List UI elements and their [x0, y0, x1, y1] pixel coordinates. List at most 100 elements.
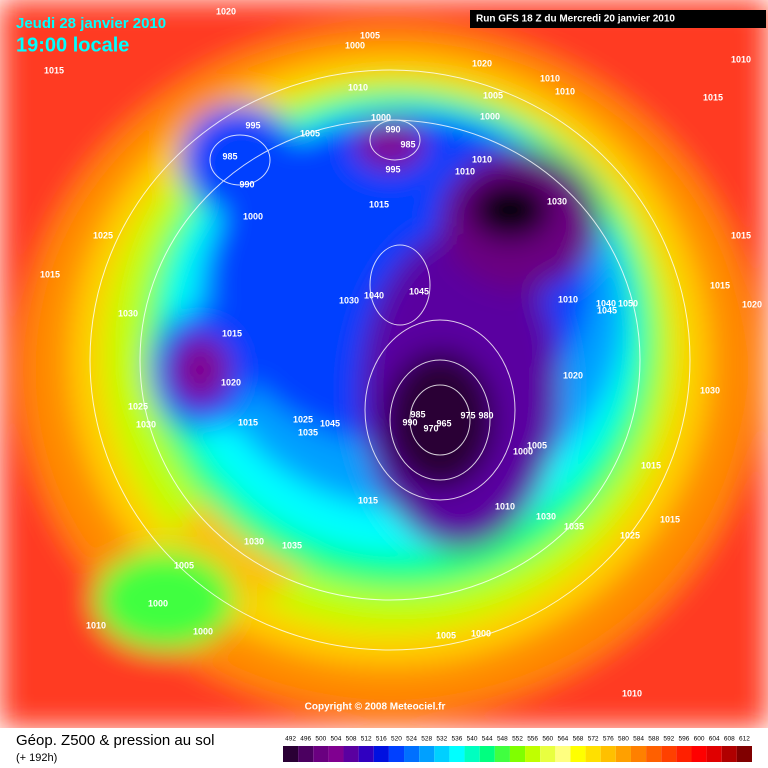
legend-swatch — [464, 746, 480, 762]
pressure-label: 1000 — [480, 111, 500, 121]
pressure-label: 1020 — [563, 370, 583, 380]
legend-swatch — [479, 746, 495, 762]
pressure-label: 1010 — [622, 688, 642, 698]
legend-label: 592 — [663, 736, 674, 743]
footer-title: Géop. Z500 & pression au sol — [16, 732, 214, 749]
pressure-label: 1030 — [339, 295, 359, 305]
pressure-label: 1015 — [44, 65, 64, 75]
pressure-label: 1010 — [558, 294, 578, 304]
pressure-label: 1030 — [700, 385, 720, 395]
pressure-label: 1000 — [148, 598, 168, 608]
pressure-label: 1015 — [703, 92, 723, 102]
legend-label: 508 — [346, 736, 357, 743]
pressure-label: 1005 — [174, 560, 194, 570]
pressure-label: 1030 — [536, 511, 556, 521]
pressure-label: 1010 — [472, 154, 492, 164]
legend-label: 492 — [285, 736, 296, 743]
pressure-label: 1040 — [364, 290, 384, 300]
legend-swatch — [721, 746, 737, 762]
legend-swatch — [661, 746, 677, 762]
legend-label: 536 — [452, 736, 463, 743]
legend-swatch — [373, 746, 389, 762]
pressure-label: 1000 — [513, 446, 533, 456]
pressure-label: 975 — [460, 410, 475, 420]
legend: 492 496 500 504 508 512 516 520 524 528 532 536 540 5… — [283, 736, 752, 762]
legend-swatch — [691, 746, 707, 762]
pressure-label: 1020 — [742, 299, 762, 309]
legend-swatch — [736, 746, 752, 762]
pressure-label: 1010 — [731, 54, 751, 64]
pressure-label: 1025 — [293, 414, 313, 424]
pressure-label: 1000 — [471, 628, 491, 638]
legend-label: 520 — [391, 736, 402, 743]
legend-swatch — [494, 746, 510, 762]
legend-swatch — [555, 746, 571, 762]
pressure-label: 1030 — [244, 536, 264, 546]
pressure-label: 1015 — [641, 460, 661, 470]
geopotential-field — [0, 0, 768, 728]
pressure-label: 1010 — [555, 86, 575, 96]
legend-swatch — [525, 746, 541, 762]
legend-swatch — [570, 746, 586, 762]
legend-swatch — [358, 746, 374, 762]
legend-swatch — [313, 746, 329, 762]
legend-swatch — [328, 746, 344, 762]
legend-label: 580 — [618, 736, 629, 743]
legend-label: 544 — [482, 736, 493, 743]
pressure-label: 1035 — [282, 540, 302, 550]
legend-label: 572 — [588, 736, 599, 743]
legend-label: 588 — [648, 736, 659, 743]
pressure-label: 1040 — [596, 298, 616, 308]
pressure-label: 995 — [245, 120, 260, 130]
legend-label: 496 — [300, 736, 311, 743]
legend-swatch — [540, 746, 556, 762]
pressure-label: 1020 — [216, 6, 236, 16]
legend-swatch — [388, 746, 405, 762]
legend-swatch — [449, 746, 465, 762]
legend-label: 564 — [557, 736, 568, 743]
legend-swatch — [706, 746, 722, 762]
legend-swatch — [298, 746, 314, 762]
run-info: Run GFS 18 Z du Mercredi 20 janvier 2010 — [476, 14, 675, 25]
pressure-label: 1015 — [369, 199, 389, 209]
legend-label: 600 — [694, 736, 705, 743]
legend-swatch — [615, 746, 631, 762]
legend-swatch — [630, 746, 647, 762]
legend-label: 584 — [633, 736, 644, 743]
legend-label: 548 — [497, 736, 508, 743]
pressure-label: 1010 — [495, 501, 515, 511]
pressure-label: 1005 — [300, 128, 320, 138]
legend-swatch — [646, 746, 662, 762]
pressure-label: 1000 — [193, 626, 213, 636]
legend-label: 604 — [709, 736, 720, 743]
pressure-label: 1005 — [360, 30, 380, 40]
pressure-label: 1025 — [128, 401, 148, 411]
legend-label: 596 — [678, 736, 689, 743]
pressure-label: 1015 — [238, 417, 258, 427]
pressure-label: 985 — [410, 409, 425, 419]
copyright: Copyright © 2008 Meteociel.fr — [305, 702, 446, 713]
legend-swatch — [509, 746, 526, 762]
pressure-label: 1045 — [320, 418, 340, 428]
legend-label: 612 — [739, 736, 750, 743]
pressure-label: 1005 — [527, 440, 547, 450]
pressure-label: 1005 — [483, 90, 503, 100]
legend-label: 568 — [573, 736, 584, 743]
pressure-label: 1010 — [455, 166, 475, 176]
run-banner — [470, 10, 766, 28]
pressure-label: 1000 — [345, 40, 365, 50]
legend-label: 608 — [724, 736, 735, 743]
pressure-label: 1020 — [221, 377, 241, 387]
legend-label: 576 — [603, 736, 614, 743]
legend-swatch — [585, 746, 601, 762]
footer-lead: (+ 192h) — [16, 752, 57, 764]
pressure-label: 990 — [385, 124, 400, 134]
pressure-label: 1015 — [731, 230, 751, 240]
legend-label: 500 — [315, 736, 326, 743]
pressure-label: 1010 — [540, 73, 560, 83]
pressure-label: 1010 — [348, 82, 368, 92]
pressure-label: 1025 — [93, 230, 113, 240]
pressure-label: 1050 — [618, 298, 638, 308]
legend-swatch — [600, 746, 616, 762]
